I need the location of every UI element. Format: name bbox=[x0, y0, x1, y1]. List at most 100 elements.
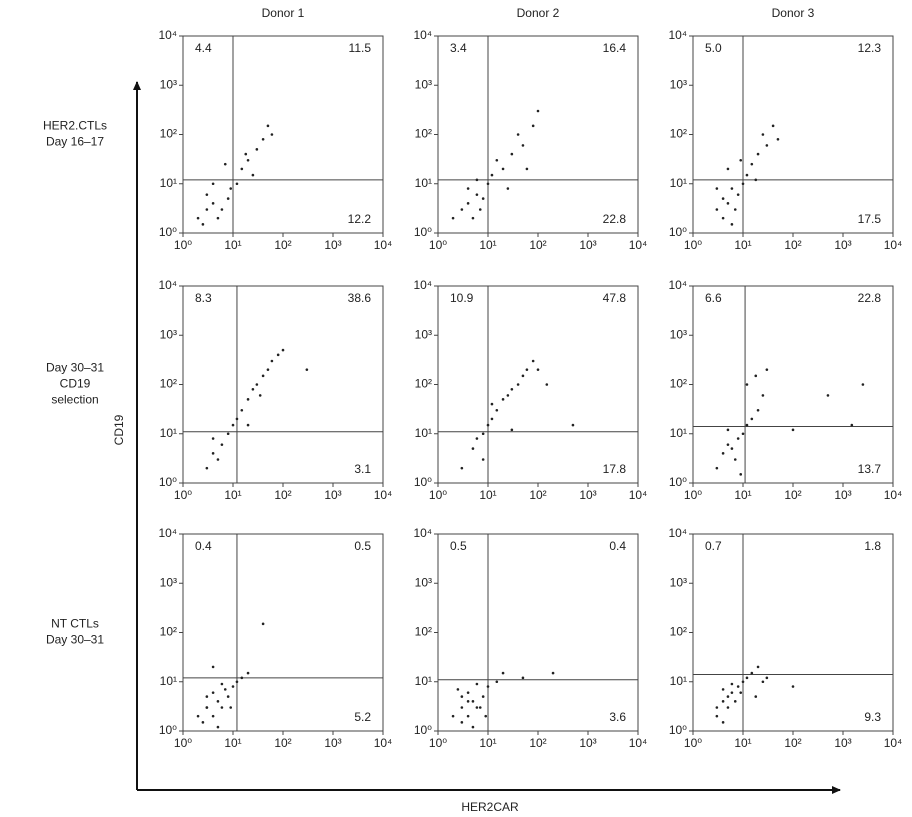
event-dot bbox=[730, 223, 734, 226]
y-tick-label: 10⁴ bbox=[413, 28, 432, 42]
event-dot bbox=[536, 109, 540, 113]
x-tick-label: 10³ bbox=[834, 736, 851, 750]
event-dot bbox=[521, 374, 525, 378]
y-tick-label: 10³ bbox=[415, 575, 432, 589]
event-dot bbox=[726, 428, 730, 432]
y-tick-label: 10⁰ bbox=[414, 225, 432, 239]
y-tick-label: 10⁰ bbox=[159, 225, 177, 239]
event-dot bbox=[205, 466, 209, 470]
x-tick-label: 10¹ bbox=[224, 238, 241, 252]
x-tick-label: 10² bbox=[784, 736, 801, 750]
x-tick-label: 10³ bbox=[579, 736, 596, 750]
x-tick-label: 10³ bbox=[834, 488, 851, 502]
event-dot bbox=[733, 208, 737, 211]
x-tick-label: 10³ bbox=[324, 488, 341, 502]
y-tick-label: 10¹ bbox=[670, 426, 687, 440]
event-dot bbox=[510, 387, 514, 391]
y-tick-label: 10⁴ bbox=[413, 278, 432, 292]
event-dot bbox=[240, 676, 244, 680]
quadrant-percent: 4.4 bbox=[195, 41, 212, 55]
quadrant-percent: 8.3 bbox=[195, 291, 212, 305]
event-dot bbox=[521, 676, 525, 680]
event-dot bbox=[750, 162, 754, 166]
event-dot bbox=[255, 148, 259, 151]
event-dot bbox=[715, 187, 719, 190]
event-dot bbox=[205, 706, 209, 709]
y-tick-label: 10¹ bbox=[415, 674, 432, 688]
event-dot bbox=[475, 437, 479, 440]
y-tick-label: 10³ bbox=[670, 327, 687, 341]
event-dot bbox=[261, 137, 265, 141]
event-dot bbox=[516, 133, 520, 136]
event-dot bbox=[229, 706, 233, 709]
event-dot bbox=[258, 394, 262, 397]
quadrant-percent: 38.6 bbox=[348, 291, 372, 305]
y-tick-label: 10² bbox=[415, 377, 432, 391]
x-tick-label: 10² bbox=[529, 736, 546, 750]
event-dot bbox=[466, 700, 470, 703]
y-tick-label: 10⁴ bbox=[668, 526, 687, 540]
event-dot bbox=[223, 688, 227, 691]
event-dot bbox=[745, 423, 749, 427]
event-dot bbox=[761, 680, 765, 684]
event-dot bbox=[531, 359, 535, 363]
event-dot bbox=[229, 187, 233, 190]
y-axis-label: CD19 bbox=[112, 414, 126, 445]
event-dot bbox=[475, 193, 479, 196]
event-dot bbox=[481, 695, 485, 698]
x-tick-label: 10⁴ bbox=[629, 488, 648, 502]
event-dot bbox=[231, 685, 235, 688]
event-dot bbox=[726, 167, 730, 171]
event-dot bbox=[745, 383, 749, 386]
event-dot bbox=[270, 133, 274, 136]
event-dot bbox=[466, 691, 470, 694]
event-dot bbox=[466, 202, 470, 205]
event-dot bbox=[741, 182, 745, 186]
x-tick-label: 10⁰ bbox=[429, 736, 447, 750]
row-label: HER2.CTLs bbox=[43, 119, 107, 133]
quadrant-percent: 5.2 bbox=[354, 710, 371, 724]
event-dot bbox=[220, 443, 224, 446]
x-tick-label: 10² bbox=[274, 736, 291, 750]
quadrant-percent: 16.4 bbox=[603, 41, 627, 55]
quadrant-percent: 9.3 bbox=[864, 710, 881, 724]
event-dot bbox=[231, 423, 235, 427]
event-dot bbox=[730, 187, 734, 190]
row-label: Day 30–31 bbox=[46, 361, 104, 375]
y-tick-label: 10² bbox=[160, 377, 177, 391]
event-dot bbox=[754, 374, 758, 378]
x-tick-label: 10³ bbox=[834, 238, 851, 252]
x-tick-label: 10⁴ bbox=[629, 736, 648, 750]
quadrant-percent: 17.8 bbox=[603, 462, 627, 476]
event-dot bbox=[220, 208, 224, 211]
x-tick-label: 10⁴ bbox=[374, 238, 393, 252]
event-dot bbox=[266, 368, 270, 371]
x-tick-label: 10⁰ bbox=[684, 238, 702, 252]
event-dot bbox=[226, 695, 230, 698]
event-dot bbox=[211, 182, 215, 186]
y-tick-label: 10¹ bbox=[415, 426, 432, 440]
event-dot bbox=[211, 437, 215, 440]
x-tick-label: 10¹ bbox=[224, 736, 241, 750]
event-dot bbox=[276, 353, 280, 357]
x-tick-label: 10¹ bbox=[479, 488, 496, 502]
y-tick-label: 10⁰ bbox=[669, 475, 687, 489]
x-tick-label: 10⁰ bbox=[174, 736, 192, 750]
event-dot bbox=[211, 665, 215, 669]
column-header: Donor 3 bbox=[772, 6, 815, 20]
event-dot bbox=[235, 680, 239, 684]
event-dot bbox=[726, 443, 730, 446]
x-tick-label: 10⁰ bbox=[429, 238, 447, 252]
quadrant-percent: 3.1 bbox=[354, 462, 371, 476]
x-tick-label: 10⁰ bbox=[174, 488, 192, 502]
event-dot bbox=[270, 359, 274, 363]
event-dot bbox=[721, 216, 725, 220]
y-tick-label: 10² bbox=[670, 377, 687, 391]
x-tick-label: 10¹ bbox=[734, 488, 751, 502]
event-dot bbox=[736, 685, 740, 688]
event-dot bbox=[715, 714, 719, 718]
y-tick-label: 10⁰ bbox=[414, 723, 432, 737]
event-dot bbox=[481, 432, 485, 436]
event-dot bbox=[216, 700, 220, 703]
event-dot bbox=[739, 691, 743, 694]
